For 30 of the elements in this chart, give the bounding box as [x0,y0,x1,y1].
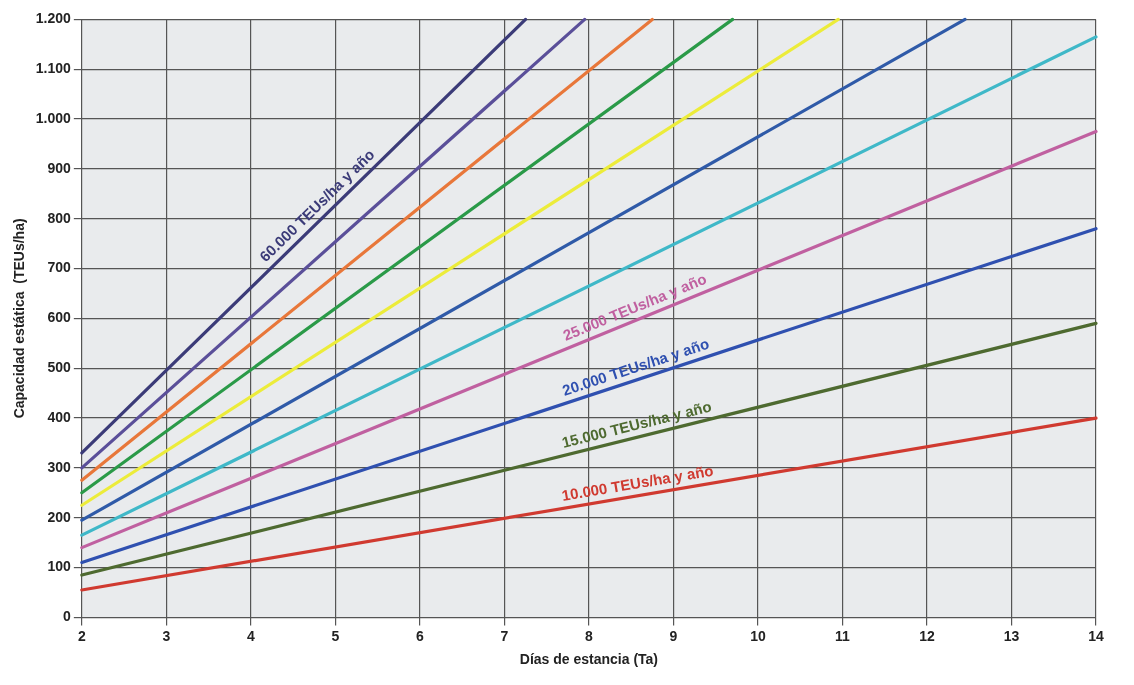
y-tick-label: 0 [63,608,72,625]
x-tick-label: 12 [919,627,935,644]
x-tick-label: 7 [500,627,509,644]
y-tick-label: 300 [47,458,72,475]
text: 10.000 TEUs/ha y año [560,461,715,504]
x-tick-label: 10 [750,627,766,644]
y-tick-label: 200 [47,508,72,525]
y-tick-label: 1.100 [35,60,72,77]
x-axis-title: Días de estancia (Ta) [519,651,659,668]
x-tick-label: 3 [162,627,171,644]
y-tick-label: 700 [47,259,72,276]
y-tick-label: 900 [47,159,72,176]
x-tick-label: 6 [415,627,424,644]
x-tick-label: 4 [246,627,255,644]
y-tick-label: 1.000 [35,109,72,126]
x-tick-label: 9 [669,627,678,644]
x-tick-label: 2 [77,627,86,644]
y-tick-label: 500 [47,359,72,376]
y-tick-label: 800 [47,209,72,226]
x-tick-label: 13 [1003,627,1020,644]
x-tick-label: 5 [331,627,340,644]
x-tick-label: 14 [1088,627,1104,644]
y-tick-label: 600 [47,309,72,326]
text: 15.000 TEUs/ha y año [560,397,714,451]
x-tick-label: 11 [835,627,851,644]
y-tick-label: 1.200 [35,10,72,27]
y-tick-label: 400 [47,408,72,425]
y-tick-label: 100 [47,558,72,575]
y-axis-title: Capacidad estática (TEUs/ha) [11,218,28,419]
x-tick-label: 8 [585,627,594,644]
